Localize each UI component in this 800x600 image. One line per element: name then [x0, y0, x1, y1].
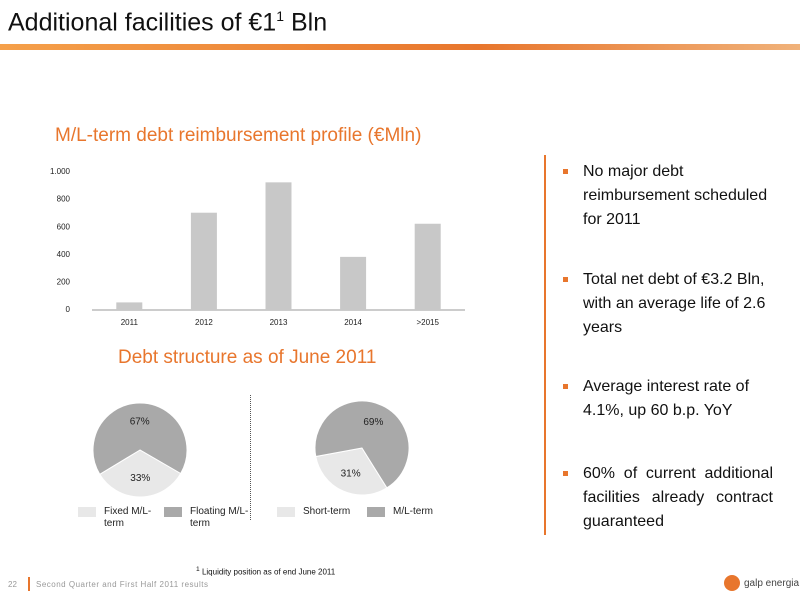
- y-tick-label: 0: [66, 305, 71, 314]
- legend-item: M/L-term: [367, 506, 453, 518]
- bullet-text: Total net debt of €3.2 Bln, with an aver…: [583, 271, 766, 336]
- x-tick-label: 2011: [121, 318, 139, 327]
- x-tick-label: 2013: [270, 318, 288, 327]
- y-tick-label: 1.000: [50, 167, 71, 176]
- y-tick-label: 200: [57, 278, 71, 287]
- y-tick-label: 400: [57, 250, 71, 259]
- bullet-marker: [563, 471, 568, 476]
- legend-item: Fixed M/L-term: [78, 506, 164, 530]
- bar: [265, 182, 292, 310]
- x-tick-label: 2014: [344, 318, 362, 327]
- title-rule: [0, 44, 800, 50]
- pie-label: 69%: [363, 417, 383, 428]
- bar: [414, 223, 441, 310]
- chart-title: Debt structure as of June 2011: [118, 347, 376, 368]
- footnote: 1 Liquidity position as of end June 2011: [196, 566, 335, 577]
- bullet: No major debt reimbursement scheduled fo…: [563, 160, 773, 232]
- pie-slice: [99, 449, 182, 498]
- x-tick-label: 2012: [195, 318, 213, 327]
- chart-title: M/L-term debt reimbursement profile (€Ml…: [55, 125, 421, 146]
- legend-swatch: [277, 507, 295, 517]
- legend-label: M/L-term: [393, 506, 433, 517]
- bullet-text: 60% of current additional facilities alr…: [583, 465, 773, 530]
- bullet-marker: [563, 169, 568, 174]
- title-tail: Bln: [290, 8, 328, 37]
- legend-label: Fixed M/L-term: [104, 506, 152, 529]
- title-text: Additional facilities of €1: [8, 8, 277, 37]
- bar: [340, 256, 367, 310]
- legend-label: Floating M/L-term: [190, 506, 249, 529]
- footer-text: Second Quarter and First Half 2011 resul…: [36, 580, 209, 589]
- charts: M/L-term debt reimbursement profile (€Ml…: [50, 125, 465, 498]
- bullet: Average interest rate of 4.1%, up 60 b.p…: [563, 375, 773, 423]
- pie-slice: [92, 402, 188, 476]
- legend-swatch: [367, 507, 385, 517]
- footnote-text: Liquidity position as of end June 2011: [201, 567, 336, 577]
- slide-title: Additional facilities of €11 Bln: [8, 8, 327, 37]
- pie-label: 67%: [130, 416, 150, 427]
- bar: [116, 302, 143, 310]
- logo-mark: [724, 575, 740, 591]
- pie-separator: [250, 395, 251, 520]
- y-tick-label: 800: [57, 195, 71, 204]
- bullet-marker: [563, 384, 568, 389]
- legend-swatch: [78, 507, 96, 517]
- pie-label: 33%: [130, 473, 150, 484]
- pie-slice: [314, 400, 410, 489]
- x-tick-label: >2015: [416, 318, 439, 327]
- legend-item: Short-term: [277, 506, 363, 518]
- legend-swatch: [164, 507, 182, 517]
- pie-label: 31%: [341, 468, 361, 479]
- logo-text: galp energia: [744, 578, 800, 589]
- page-number: 22: [8, 580, 17, 589]
- bullet-text: Average interest rate of 4.1%, up 60 b.p…: [583, 378, 750, 419]
- footer-rule: [28, 577, 30, 591]
- title-sup: 1: [276, 8, 285, 24]
- legend-item: Floating M/L-term: [164, 506, 250, 530]
- bullet: Total net debt of €3.2 Bln, with an aver…: [563, 268, 773, 340]
- footnote-sup: 1: [196, 566, 200, 573]
- bullet-marker: [563, 277, 568, 282]
- bar: [190, 212, 217, 310]
- bullet-text: No major debt reimbursement scheduled fo…: [583, 163, 768, 228]
- legend-label: Short-term: [303, 506, 351, 517]
- y-tick-label: 600: [57, 222, 71, 231]
- bullet: 60% of current additional facilities alr…: [563, 462, 773, 534]
- column-rule: [544, 155, 546, 535]
